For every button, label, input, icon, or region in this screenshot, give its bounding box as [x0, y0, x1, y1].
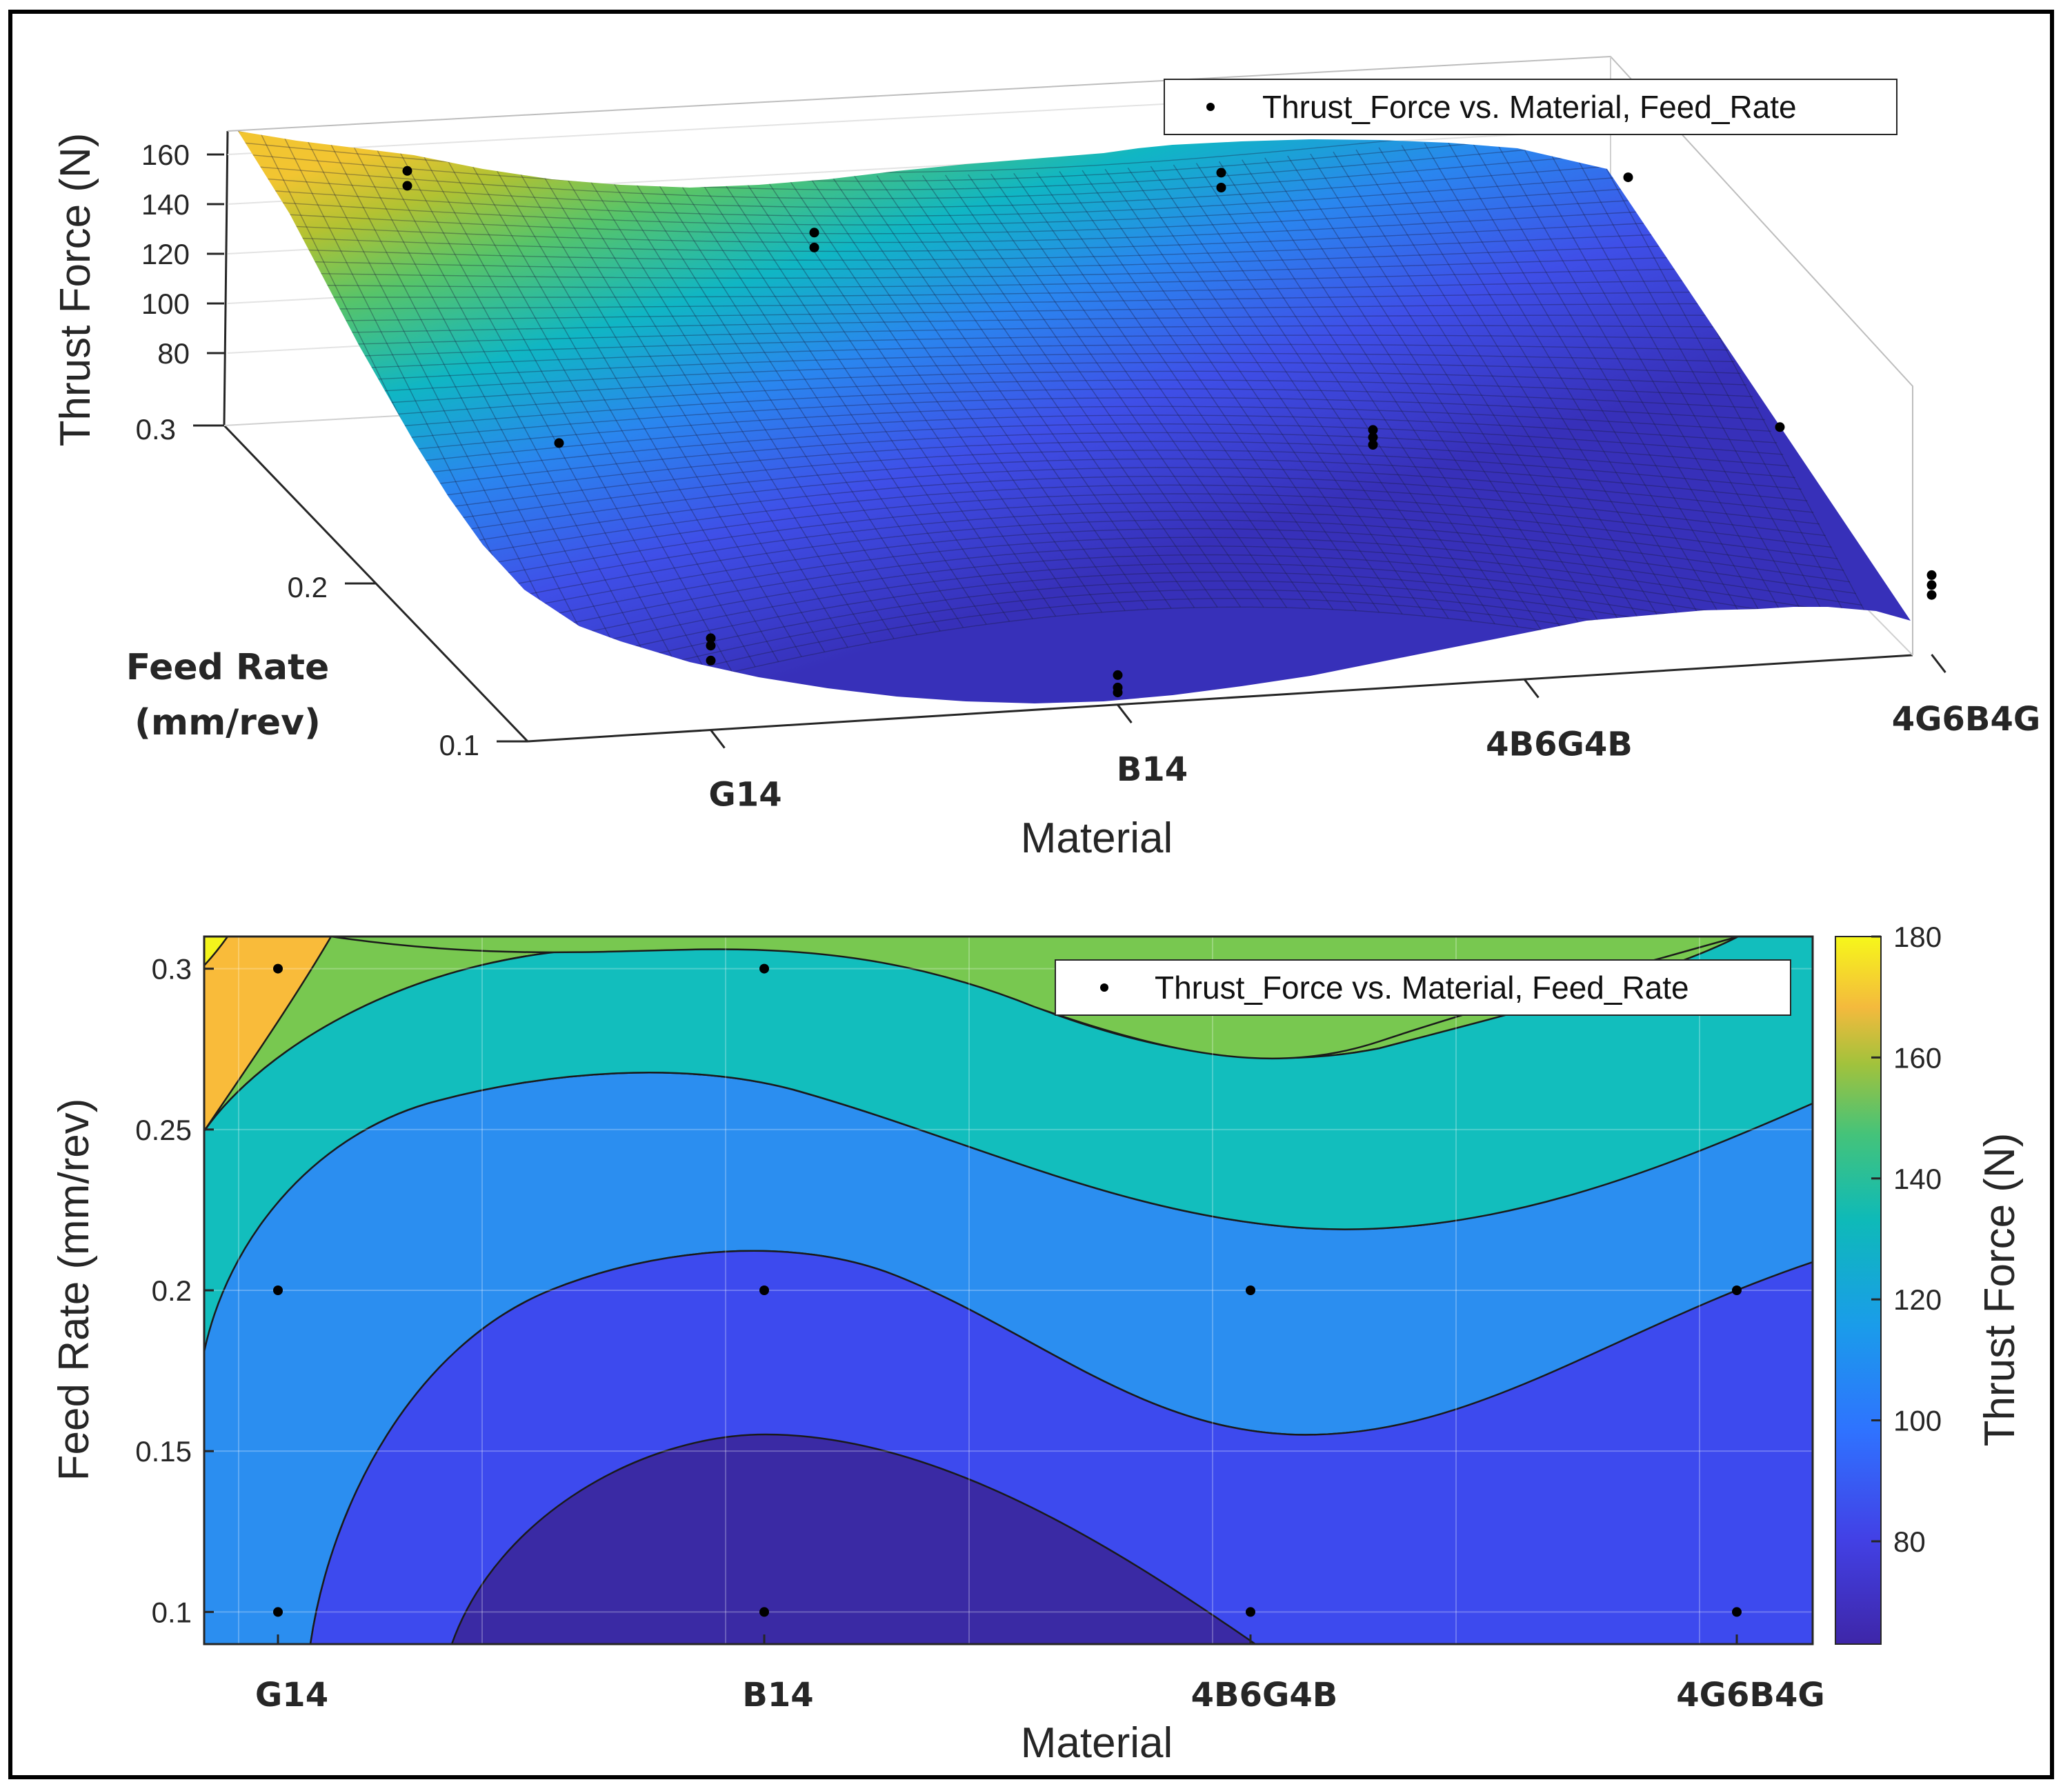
- contour-bands: [204, 937, 1813, 1644]
- colorbar-label: Thrust Force (N): [1976, 1133, 2024, 1447]
- figure-frame: [8, 10, 2054, 1779]
- surface-data-point: [1775, 422, 1785, 432]
- colorbar-tick-label: 120: [1893, 1283, 1942, 1316]
- contour-y-axis-label: Feed Rate (mm/rev): [50, 1099, 98, 1481]
- surface-y-axis-label-line2: (mm/rev): [135, 702, 321, 743]
- contour-legend-text: Thrust_Force vs. Material, Feed_Rate: [1155, 970, 1689, 1005]
- contour-y-tick-label: 0.1: [152, 1596, 192, 1628]
- surface-z-axis-label: Thrust Force (N): [52, 133, 99, 447]
- contour-y-tick-label: 0.3: [152, 953, 192, 985]
- surface-data-point: [1368, 440, 1378, 450]
- contour-data-point: [1246, 1285, 1255, 1295]
- surface-data-point: [402, 166, 412, 176]
- surface-x-axis-line: [527, 654, 1913, 743]
- surface-data-point: [706, 641, 716, 651]
- surface-x-tick-label: G14: [708, 776, 781, 814]
- colorbar-tick-label: 180: [1893, 921, 1942, 953]
- surface-data-point: [1926, 580, 1937, 590]
- surface-legend: Thrust_Force vs. Material, Feed_Rate: [1164, 79, 1897, 135]
- contour-y-tick-label: 0.2: [152, 1274, 192, 1307]
- surface-data-point: [554, 438, 564, 448]
- contour-x-tick-label: G14: [255, 1676, 328, 1714]
- surface-legend-marker: [1206, 103, 1215, 111]
- contour-band-160-180: [204, 937, 332, 1133]
- surface-data-point: [1926, 590, 1937, 600]
- colorbar-tick-label: 80: [1893, 1525, 1926, 1558]
- surface-x-tick: [1931, 654, 1946, 673]
- contour-data-point: [759, 963, 769, 974]
- surface-data-point: [809, 242, 819, 252]
- surface-data-point: [809, 228, 819, 238]
- surface-z-tick-label: 160: [141, 139, 190, 171]
- surface-x-tick-label: B14: [1117, 750, 1188, 789]
- surface-y-tick-label: 0.1: [439, 729, 479, 761]
- surface-data-point: [1368, 432, 1378, 443]
- surface-z-axis-line: [223, 130, 229, 426]
- surface-y-tick-label: 0.2: [288, 571, 328, 603]
- colorbar-tick-label: 160: [1893, 1041, 1942, 1074]
- contour-data-point: [759, 1285, 769, 1295]
- surface-x-tick: [1524, 679, 1540, 699]
- surface-data-point: [1113, 688, 1123, 698]
- contour-data-point: [759, 1607, 769, 1617]
- colorbar-gradient: [1835, 936, 1882, 1645]
- surface-y-tick-label: 0.3: [136, 413, 176, 446]
- surface-data-point: [1216, 168, 1226, 178]
- surface-data-point: [1113, 670, 1123, 680]
- surface-data-point: [1216, 183, 1226, 192]
- contour-data-point: [273, 1607, 283, 1617]
- surface-x-tick-label: 4B6G4B: [1486, 726, 1633, 764]
- contour-x-axis-label: Material: [1021, 1719, 1173, 1767]
- surface-y-axis-label-line1: Feed Rate: [126, 647, 330, 688]
- surface-x-tick-label: 4G6B4G: [1892, 700, 2041, 739]
- surface-data-point: [402, 181, 412, 191]
- contour-data-point: [1732, 1285, 1742, 1295]
- contour-plot: G14 B14 4B6G4B 4G6B4G 0.1 0.15 0.2 0.25 0.3 Feed…: [50, 921, 2024, 1767]
- contour-data-point: [1246, 1607, 1255, 1617]
- surface-x-axis-label: Material: [1021, 814, 1173, 862]
- contour-data-point: [1732, 1607, 1742, 1617]
- contour-y-tick-label: 0.25: [135, 1114, 192, 1146]
- contour-y-tick-label: 0.15: [135, 1435, 192, 1468]
- surface-x-tick: [1117, 704, 1133, 723]
- surface-data-point: [1623, 172, 1633, 183]
- contour-x-tick-label: B14: [742, 1676, 813, 1714]
- surface-z-tick-label: 80: [157, 337, 190, 370]
- surface-data-point: [706, 633, 716, 643]
- contour-x-tick-label: 4B6G4B: [1191, 1676, 1338, 1714]
- surface-z-tick-label: 120: [141, 238, 190, 270]
- contour-data-point: [273, 1285, 283, 1295]
- surface-plot: G14 B14 4B6G4B 4G6B4G 0.1 0.2 0.3 80 100 120 140 16…: [52, 55, 2041, 862]
- surface-x-tick: [710, 729, 726, 749]
- colorbar-tick-label: 140: [1893, 1163, 1942, 1195]
- surface-z-tick-label: 100: [141, 288, 190, 320]
- colorbar-tick-label: 100: [1893, 1405, 1942, 1437]
- contour-data-point: [273, 963, 283, 974]
- contour-legend: Thrust_Force vs. Material, Feed_Rate: [1055, 959, 1791, 1016]
- surface-mesh: [238, 131, 1911, 703]
- surface-data-point: [1368, 425, 1378, 435]
- surface-data-point: [706, 655, 716, 666]
- contour-x-tick-label: 4G6B4G: [1676, 1676, 1825, 1714]
- contour-band-60-80-over: [450, 1433, 1257, 1644]
- contour-legend-marker: [1100, 983, 1108, 992]
- surface-z-tick-label: 140: [141, 188, 190, 221]
- surface-legend-text: Thrust_Force vs. Material, Feed_Rate: [1262, 89, 1797, 125]
- colorbar: 80 100 120 140 160 180 Thrust Force (N): [1835, 921, 2024, 1645]
- surface-data-point: [1926, 570, 1937, 580]
